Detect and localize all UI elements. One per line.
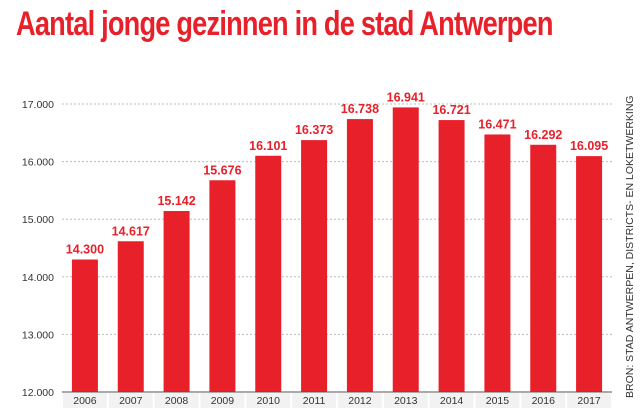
x-tick-box: [521, 393, 566, 408]
data-label: 15.142: [157, 194, 195, 208]
y-tick-label: 16.000: [22, 157, 54, 169]
x-tick-label: 2009: [211, 395, 235, 407]
x-tick-label: 2013: [394, 395, 418, 407]
bar-2011: [301, 140, 328, 392]
x-tick-box: [338, 393, 382, 408]
bar-2014: [438, 120, 465, 392]
data-label: 16.471: [478, 117, 516, 131]
x-tick-box: [567, 393, 611, 408]
x-tick-box: [63, 393, 107, 408]
chart-title: Aantal jonge gezinnen in de stad Antwerp…: [16, 5, 553, 43]
x-tick-box: [246, 393, 291, 408]
x-tick-box: [429, 393, 474, 408]
bar-2013: [392, 107, 419, 392]
x-tick-box: [292, 393, 336, 408]
x-tick-box: [154, 393, 199, 408]
bar-2016: [530, 144, 557, 392]
data-label: 16.941: [387, 90, 425, 104]
y-tick-label: 14.000: [22, 272, 54, 284]
x-tick-box: [200, 393, 245, 408]
data-label: 14.617: [112, 224, 150, 238]
x-tick-label: 2008: [165, 395, 189, 407]
y-tick-label: 13.000: [22, 329, 54, 341]
x-tick-label: 2015: [486, 395, 510, 407]
data-label: 16.738: [341, 102, 379, 116]
x-tick-box: [383, 393, 428, 408]
bar-2009: [209, 180, 236, 392]
source-note: BRON: STAD ANTWERPEN, DISTRICTS- EN LOKE…: [624, 95, 636, 398]
x-tick-label: 2012: [348, 395, 372, 407]
y-tick-label: 15.000: [22, 214, 54, 226]
x-tick-box: [475, 393, 520, 408]
x-tick-label: 2017: [577, 395, 601, 407]
bar-2006: [71, 259, 98, 392]
bar-2010: [255, 155, 282, 392]
x-tick-box: [108, 393, 153, 408]
data-label: 16.292: [524, 128, 562, 142]
data-label: 16.095: [570, 139, 608, 153]
x-tick-label: 2010: [257, 395, 281, 407]
y-tick-label: 17.000: [22, 99, 54, 111]
x-tick-label: 2007: [119, 395, 143, 407]
y-tick-label: 12.000: [22, 387, 54, 399]
x-tick-label: 2014: [440, 395, 464, 407]
bar-2017: [576, 156, 603, 392]
data-label: 16.101: [249, 139, 287, 153]
bar-2007: [117, 241, 144, 392]
bar-2012: [346, 119, 373, 393]
data-label: 16.373: [295, 123, 333, 137]
bar-2015: [484, 134, 511, 392]
data-label: 14.300: [66, 243, 104, 257]
x-tick-label: 2016: [532, 395, 556, 407]
data-label: 16.721: [432, 103, 470, 117]
bar-2008: [163, 211, 190, 392]
x-tick-label: 2006: [73, 395, 97, 407]
data-label: 15.676: [203, 163, 241, 177]
x-tick-label: 2011: [303, 395, 326, 407]
